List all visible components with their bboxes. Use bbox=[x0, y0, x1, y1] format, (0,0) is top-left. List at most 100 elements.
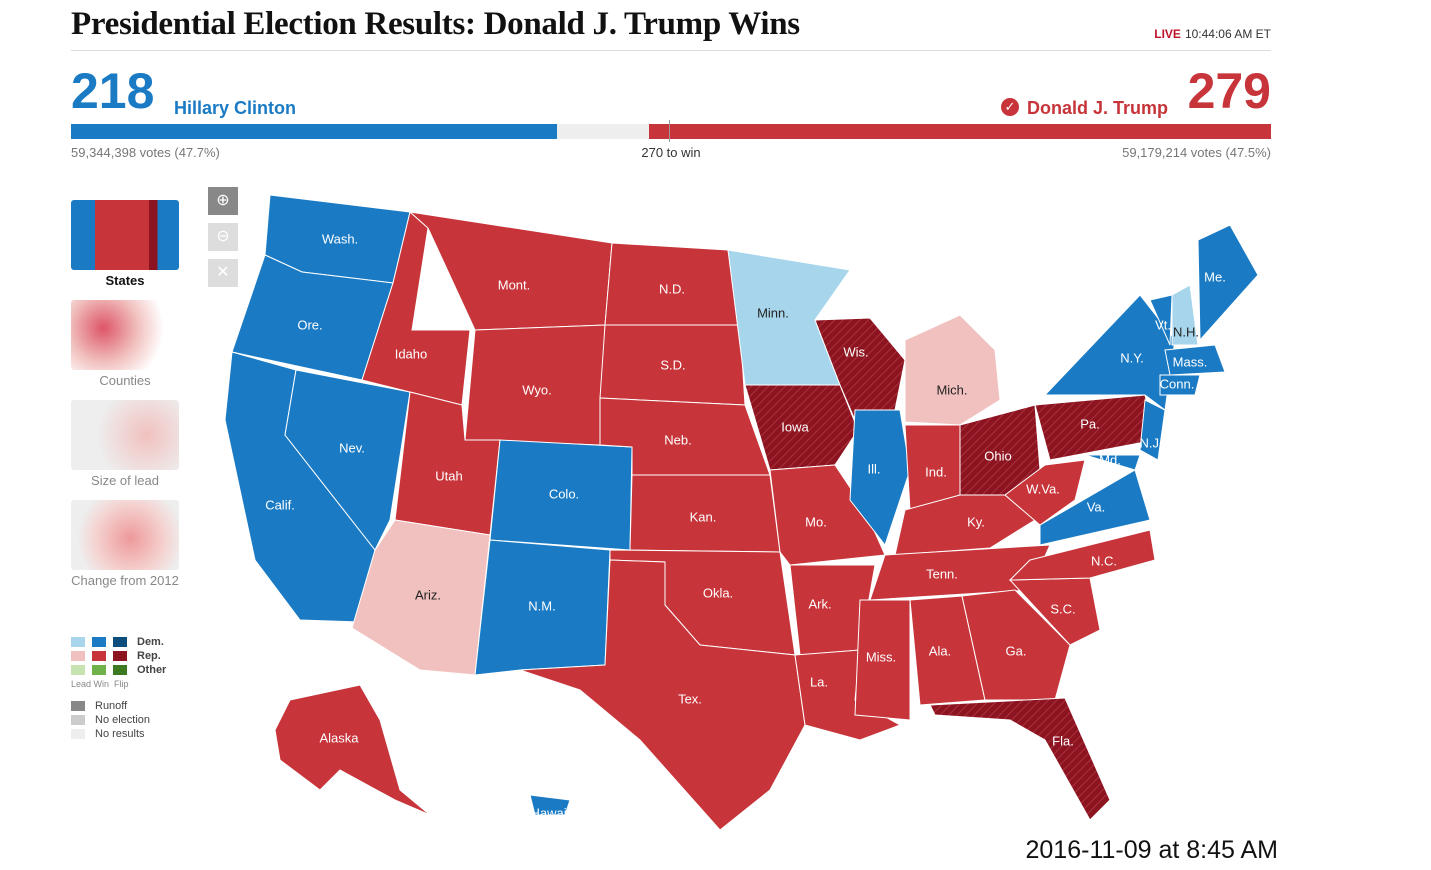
state-label-conn: Conn. bbox=[1160, 376, 1195, 391]
state-label-wis: Wis. bbox=[843, 344, 868, 359]
state-label-mich: Mich. bbox=[936, 382, 967, 397]
view-counties-thumbnail[interactable] bbox=[71, 300, 179, 370]
state-ind[interactable] bbox=[904, 424, 961, 511]
live-time: 10:44:06 AM ET bbox=[1184, 27, 1271, 41]
state-label-ariz: Ariz. bbox=[415, 587, 441, 602]
legend-no-election-label: No election bbox=[95, 714, 151, 726]
header-divider bbox=[71, 50, 1271, 51]
state-vt[interactable] bbox=[1149, 294, 1173, 346]
legend-no-results-label: No results bbox=[95, 728, 145, 740]
state-n-j[interactable] bbox=[1139, 399, 1166, 461]
state-label-wyo: Wyo. bbox=[522, 382, 552, 397]
state-label-vt: Vt. bbox=[1155, 317, 1171, 332]
state-label-hawaii: Hawaii bbox=[530, 805, 569, 820]
zoom-in-icon[interactable]: ⊕ bbox=[208, 187, 238, 215]
page-title: Presidential Election Results: Donald J.… bbox=[71, 6, 800, 42]
rep-electoral-count: 279 bbox=[1187, 63, 1271, 119]
legend-runoff-label: Runoff bbox=[95, 700, 128, 712]
view-counties-label[interactable]: Counties bbox=[99, 373, 151, 388]
state-iowa[interactable] bbox=[744, 384, 859, 471]
rep-popular-votes: 59,179,214 votes (47.5%) bbox=[1122, 145, 1271, 160]
state-label-ind: Ind. bbox=[925, 464, 947, 479]
state-va[interactable] bbox=[1039, 469, 1151, 546]
state-n-h[interactable] bbox=[1171, 284, 1199, 346]
state-ill[interactable] bbox=[849, 409, 911, 547]
win-threshold-marker bbox=[669, 120, 670, 142]
legend-other-win-swatch bbox=[92, 665, 106, 675]
state-calif[interactable] bbox=[224, 351, 376, 623]
state-mich[interactable] bbox=[904, 314, 1001, 426]
rep-candidate-name: Donald J. Trump bbox=[1026, 98, 1168, 118]
state-s-c[interactable] bbox=[1008, 577, 1101, 646]
state-ky[interactable] bbox=[894, 494, 1036, 556]
zoom-out-icon[interactable]: ⊖ bbox=[208, 223, 238, 251]
state-mont[interactable] bbox=[408, 211, 613, 331]
state-md[interactable] bbox=[1084, 454, 1141, 471]
state-label-ky: Ky. bbox=[967, 514, 985, 529]
view-size-of-lead-thumbnail[interactable] bbox=[71, 400, 179, 470]
state-label-utah: Utah bbox=[435, 468, 462, 483]
state-minn[interactable] bbox=[727, 249, 851, 386]
dem-popular-votes: 59,344,398 votes (47.7%) bbox=[71, 145, 220, 160]
state-alaska[interactable] bbox=[274, 684, 431, 816]
state-label-tex: Tex. bbox=[678, 691, 702, 706]
legend-dem-label: Dem. bbox=[137, 636, 164, 648]
state-kan[interactable] bbox=[629, 474, 781, 553]
state-label-colo: Colo. bbox=[549, 486, 579, 501]
legend-rep-lead-swatch bbox=[71, 651, 85, 661]
state-label-mo: Mo. bbox=[805, 514, 827, 529]
state-mo[interactable] bbox=[769, 464, 886, 566]
state-colo[interactable] bbox=[489, 439, 633, 551]
state-ga[interactable] bbox=[961, 589, 1071, 701]
state-label-n-h: N.H. bbox=[1173, 324, 1199, 339]
state-label-wash: Wash. bbox=[322, 231, 358, 246]
legend-dem-lead-swatch bbox=[71, 637, 85, 647]
view-states-thumbnail[interactable] bbox=[71, 200, 179, 270]
close-icon[interactable]: ✕ bbox=[208, 259, 238, 287]
state-label-ore: Ore. bbox=[297, 317, 322, 332]
state-conn[interactable] bbox=[1159, 374, 1201, 396]
state-ohio[interactable] bbox=[959, 404, 1041, 496]
state-wis[interactable] bbox=[814, 317, 906, 421]
state-tenn[interactable] bbox=[869, 544, 1051, 601]
state-label-s-d: S.D. bbox=[660, 357, 685, 372]
state-label-n-y: N.Y. bbox=[1120, 350, 1144, 365]
state-label-ala: Ala. bbox=[929, 643, 951, 658]
view-change-from-2012-thumbnail[interactable] bbox=[71, 500, 179, 570]
state-mass[interactable] bbox=[1164, 344, 1226, 376]
state-ore[interactable] bbox=[231, 254, 394, 381]
state-wash[interactable] bbox=[264, 194, 411, 284]
view-size-of-lead-label[interactable]: Size of lead bbox=[91, 473, 159, 488]
state-label-pa: Pa. bbox=[1080, 416, 1100, 431]
legend-other-lead-swatch bbox=[71, 665, 85, 675]
state-nev[interactable] bbox=[284, 369, 411, 551]
state-n-c[interactable] bbox=[1008, 529, 1156, 581]
state-s-d[interactable] bbox=[599, 324, 746, 406]
to-win-label: 270 to win bbox=[641, 145, 701, 160]
state-tex[interactable] bbox=[519, 559, 806, 831]
state-ala[interactable] bbox=[909, 595, 986, 706]
state-w-va[interactable] bbox=[1004, 459, 1086, 526]
state-n-d[interactable] bbox=[604, 242, 741, 326]
live-tag: LIVE bbox=[1154, 27, 1181, 41]
state-ark[interactable] bbox=[789, 564, 876, 656]
state-wyo[interactable] bbox=[464, 324, 606, 446]
state-n-y[interactable] bbox=[1043, 294, 1176, 411]
state-idaho[interactable] bbox=[361, 211, 471, 406]
state-neb[interactable] bbox=[599, 397, 771, 476]
state-okla[interactable] bbox=[609, 549, 796, 656]
view-states-label[interactable]: States bbox=[105, 273, 145, 288]
state-fla[interactable] bbox=[929, 697, 1111, 821]
state-hawaii[interactable] bbox=[529, 794, 571, 816]
state-me[interactable] bbox=[1197, 224, 1259, 342]
state-miss[interactable] bbox=[854, 599, 911, 721]
undecided-electoral-bar bbox=[557, 124, 649, 139]
state-utah[interactable] bbox=[394, 391, 501, 536]
view-change-from-2012-label[interactable]: Change from 2012 bbox=[71, 573, 179, 588]
state-la[interactable] bbox=[794, 649, 902, 741]
state-label-iowa: Iowa bbox=[781, 419, 809, 434]
state-pa[interactable] bbox=[1034, 394, 1156, 461]
state-n-m[interactable] bbox=[474, 539, 611, 676]
state-ariz[interactable] bbox=[351, 519, 491, 676]
legend-no-election-swatch bbox=[71, 715, 85, 725]
